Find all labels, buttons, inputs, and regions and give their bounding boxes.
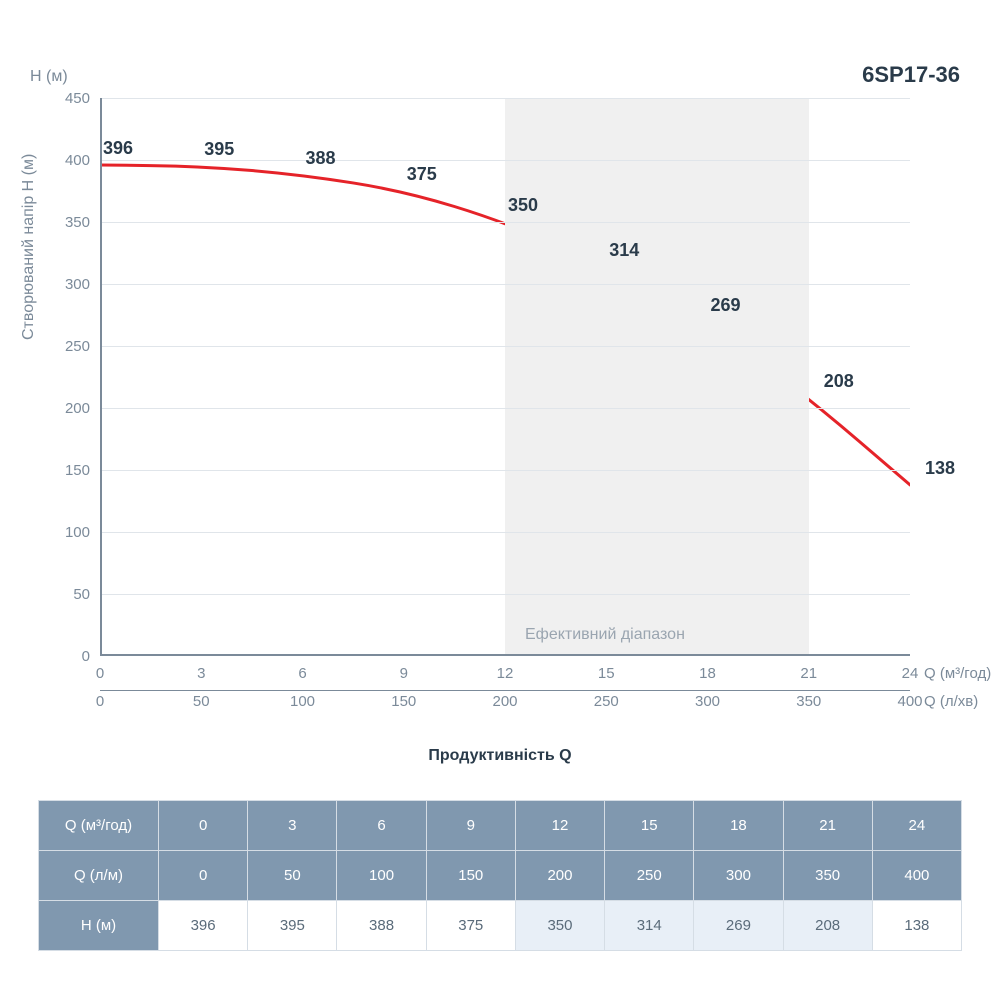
grid-line — [100, 470, 910, 471]
x-tick: 400 — [897, 693, 922, 710]
table-cell: 3 — [248, 801, 337, 851]
table-cell: 0 — [159, 801, 248, 851]
table-cell: 200 — [515, 851, 604, 901]
table-cell: 6 — [337, 801, 426, 851]
y-tick: 0 — [40, 648, 90, 665]
x-tick: 3 — [197, 665, 205, 682]
table-cell: 395 — [248, 901, 337, 951]
x-axis-secondary: 050100150200250300350400 Q (л/хв) — [100, 693, 910, 713]
grid-line — [100, 98, 910, 99]
table-cell: 250 — [605, 851, 694, 901]
chart-title: 6SP17-36 — [862, 62, 960, 88]
x-tick: 350 — [796, 693, 821, 710]
table-cell: 18 — [694, 801, 783, 851]
x-axis-secondary-line — [100, 690, 910, 691]
x-tick: 24 — [902, 665, 919, 682]
table-row-label: Q (л/м) — [39, 851, 159, 901]
data-point-label: 269 — [710, 295, 740, 316]
table-cell: 9 — [426, 801, 515, 851]
y-tick: 400 — [40, 152, 90, 169]
x-tick: 6 — [298, 665, 306, 682]
table-cell: 375 — [426, 901, 515, 951]
x-axis-primary-unit: Q (м³/год) — [924, 665, 991, 682]
data-point-label: 314 — [609, 240, 639, 261]
table-cell: 15 — [605, 801, 694, 851]
table-cell: 21 — [783, 801, 872, 851]
data-table: Q (м³/год)03691215182124 Q (л/м)050100150… — [38, 800, 962, 951]
y-axis-unit: H (м) — [30, 68, 68, 86]
effective-range-band — [505, 98, 809, 656]
x-tick: 15 — [598, 665, 615, 682]
table-cell: 269 — [694, 901, 783, 951]
x-tick: 300 — [695, 693, 720, 710]
grid-line — [100, 408, 910, 409]
y-axis-label: Створюваний напір H (м) — [20, 154, 38, 340]
effective-range-label: Ефективний діапазон — [525, 626, 685, 644]
x-tick: 50 — [193, 693, 210, 710]
x-axis-line — [100, 654, 910, 656]
data-point-label: 388 — [305, 148, 335, 169]
y-axis-line — [100, 98, 102, 656]
y-tick: 250 — [40, 338, 90, 355]
grid-line — [100, 346, 910, 347]
x-tick: 250 — [594, 693, 619, 710]
table-cell: 388 — [337, 901, 426, 951]
table-cell: 350 — [783, 851, 872, 901]
y-tick: 350 — [40, 214, 90, 231]
data-point-label: 350 — [508, 195, 538, 216]
table-row-label: Q (м³/год) — [39, 801, 159, 851]
x-tick: 0 — [96, 665, 104, 682]
x-axis-label: Продуктивність Q — [0, 747, 1000, 765]
y-tick: 300 — [40, 276, 90, 293]
y-tick: 450 — [40, 90, 90, 107]
grid-line — [100, 532, 910, 533]
y-tick: 150 — [40, 462, 90, 479]
table-cell: 300 — [694, 851, 783, 901]
x-axis-secondary-unit: Q (л/хв) — [924, 693, 978, 710]
data-point-label: 375 — [407, 164, 437, 185]
x-tick: 0 — [96, 693, 104, 710]
table-cell: 150 — [426, 851, 515, 901]
chart-plot-area: Ефективний діапазон 396 395 388 375 350 314 26… — [100, 98, 910, 656]
data-point-label: 138 — [925, 458, 955, 479]
table-cell: 350 — [515, 901, 604, 951]
table-cell: 400 — [872, 851, 961, 901]
data-point-label: 208 — [824, 371, 854, 392]
table-cell: 100 — [337, 851, 426, 901]
x-tick: 12 — [497, 665, 514, 682]
table-cell: 12 — [515, 801, 604, 851]
grid-line — [100, 284, 910, 285]
grid-line — [100, 594, 910, 595]
x-tick: 21 — [800, 665, 817, 682]
grid-line — [100, 222, 910, 223]
table-cell: 50 — [248, 851, 337, 901]
table-cell: 0 — [159, 851, 248, 901]
table-cell: 208 — [783, 901, 872, 951]
table-cell: 396 — [159, 901, 248, 951]
x-axis-primary: 03691215182124 Q (м³/год) — [100, 665, 910, 685]
y-tick: 50 — [40, 586, 90, 603]
table-cell: 24 — [872, 801, 961, 851]
x-tick: 100 — [290, 693, 315, 710]
x-tick: 9 — [400, 665, 408, 682]
table-row-label: H (м) — [39, 901, 159, 951]
table-cell: 138 — [872, 901, 961, 951]
data-point-label: 395 — [204, 139, 234, 160]
table-cell: 314 — [605, 901, 694, 951]
x-tick: 150 — [391, 693, 416, 710]
data-point-label: 396 — [103, 138, 133, 159]
x-tick: 200 — [492, 693, 517, 710]
y-tick: 200 — [40, 400, 90, 417]
x-tick: 18 — [699, 665, 716, 682]
y-tick: 100 — [40, 524, 90, 541]
